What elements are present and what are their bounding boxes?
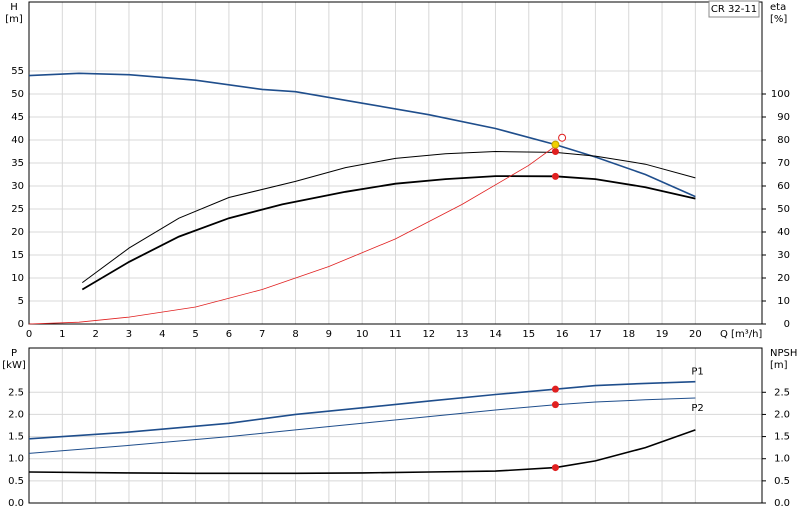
y2-tick-label: 2.5 — [774, 387, 790, 398]
x-tick-label: 19 — [656, 329, 669, 340]
y-tick-label: 45 — [11, 112, 24, 123]
operating-point — [551, 385, 559, 393]
x-tick-label: 7 — [259, 329, 265, 340]
y2-tick-label: 70 — [777, 158, 790, 169]
y2-tick-label: 80 — [777, 135, 790, 146]
y2-tick-label: 30 — [777, 250, 790, 261]
operating-point — [558, 133, 567, 142]
y-tick-label: 1.5 — [8, 432, 24, 443]
curve — [28, 145, 556, 325]
x-tick-label: 6 — [226, 329, 232, 340]
y-axis-unit: [m] — [5, 14, 23, 25]
y2-axis-label: eta — [770, 2, 786, 13]
chart-title: CR 32-11 — [711, 4, 757, 15]
title-box — [708, 0, 760, 18]
y2-tick-label: 50 — [777, 204, 790, 215]
y-tick-label: 0.5 — [8, 476, 24, 487]
operating-point — [551, 401, 559, 409]
y2-tick-label: 90 — [777, 112, 790, 123]
series-label: P2 — [691, 403, 703, 414]
y-axis-unit: [kW] — [2, 360, 26, 371]
x-tick-label: 15 — [522, 329, 535, 340]
series-label: P1 — [691, 367, 703, 378]
y2-tick-label: 20 — [777, 273, 790, 284]
operating-point — [551, 148, 559, 155]
curve — [82, 150, 696, 284]
y2-tick-label: 10 — [777, 296, 790, 307]
x-tick-label: 8 — [292, 329, 298, 340]
plot-frame — [28, 347, 763, 504]
y2-tick-label: 0.5 — [774, 476, 790, 487]
y-tick-label: 0 — [18, 319, 24, 330]
x-tick-label: 0 — [26, 329, 32, 340]
curve — [28, 72, 696, 198]
y2-tick-label: 100 — [771, 89, 790, 100]
y-tick-label: 50 — [11, 89, 24, 100]
x-tick-label: 18 — [622, 329, 635, 340]
curve — [28, 429, 696, 475]
plot-frame — [28, 1, 763, 325]
y2-tick-label: 0.0 — [774, 498, 790, 509]
curve — [28, 380, 696, 440]
y-tick-label: 2.0 — [8, 409, 24, 420]
x-tick-label: 9 — [326, 329, 332, 340]
x-tick-label: 13 — [456, 329, 469, 340]
x-tick-label: 1 — [59, 329, 65, 340]
operating-point — [551, 172, 559, 180]
y-tick-label: 25 — [11, 204, 24, 215]
x-tick-label: 17 — [589, 329, 602, 340]
x-tick-label: 2 — [92, 329, 98, 340]
x-tick-label: 12 — [422, 329, 435, 340]
x-tick-label: 16 — [556, 329, 569, 340]
y-tick-label: 5 — [18, 296, 24, 307]
y2-axis-unit: [%] — [770, 14, 787, 25]
y2-tick-label: 40 — [777, 227, 790, 238]
x-tick-label: 20 — [689, 329, 702, 340]
x-axis-label: Q [m³/h] — [720, 329, 762, 340]
y2-tick-label: 2.0 — [774, 409, 790, 420]
y-tick-label: 20 — [11, 227, 24, 238]
x-tick-label: 14 — [489, 329, 502, 340]
y-axis-label: H — [10, 2, 18, 13]
y-axis-label: P — [11, 348, 17, 359]
y-tick-label: 30 — [11, 181, 24, 192]
y2-tick-label: 1.5 — [774, 432, 790, 443]
y-tick-label: 35 — [11, 158, 24, 169]
x-tick-label: 10 — [356, 329, 369, 340]
y2-axis-label: NPSH — [770, 348, 797, 359]
y2-tick-label: 0 — [784, 319, 790, 330]
curve — [28, 397, 696, 454]
y-tick-label: 15 — [11, 250, 24, 261]
x-tick-label: 3 — [126, 329, 132, 340]
x-tick-label: 4 — [159, 329, 165, 340]
y-tick-label: 40 — [11, 135, 24, 146]
y-tick-label: 1.0 — [8, 454, 24, 465]
x-tick-label: 11 — [389, 329, 402, 340]
y2-tick-label: 1.0 — [774, 454, 790, 465]
y-tick-label: 10 — [11, 273, 24, 284]
y-tick-label: 55 — [11, 66, 24, 77]
y-tick-label: 2.5 — [8, 387, 24, 398]
operating-point — [551, 140, 560, 149]
y-tick-label: 0.0 — [8, 498, 24, 509]
x-tick-label: 5 — [192, 329, 198, 340]
operating-point — [551, 464, 559, 472]
y2-axis-unit: [m] — [770, 360, 788, 371]
curve — [81, 175, 696, 291]
y2-tick-label: 60 — [777, 181, 790, 192]
